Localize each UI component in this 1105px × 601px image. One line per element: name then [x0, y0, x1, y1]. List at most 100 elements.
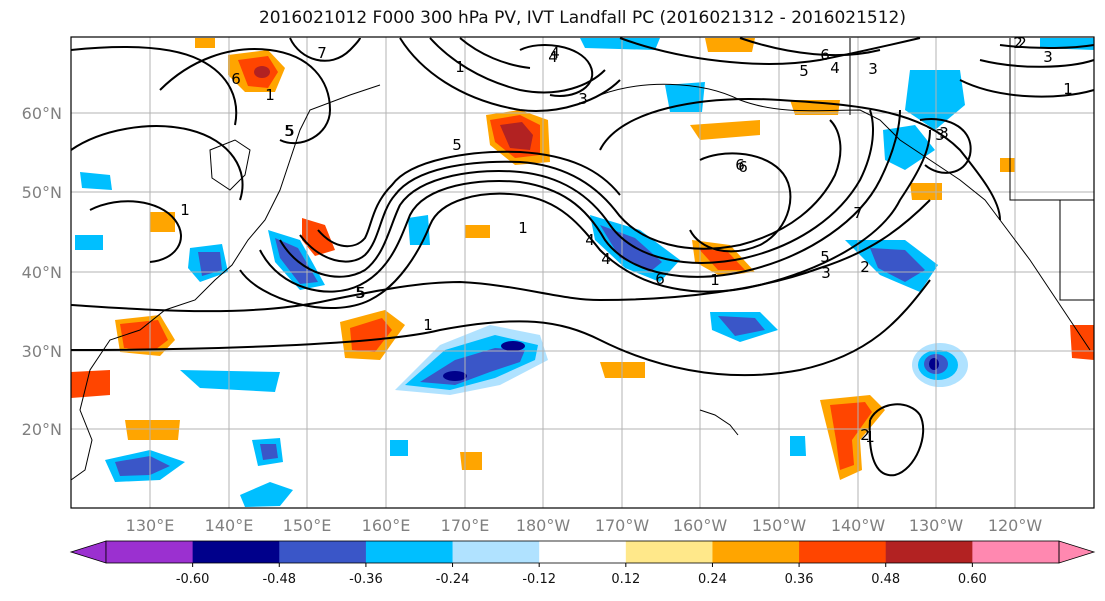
- colorbar-extend-high: [1058, 540, 1096, 564]
- shade-neg: [240, 482, 293, 507]
- shade-neg: [501, 341, 525, 351]
- shade-neg: [580, 38, 660, 50]
- colorbar-tick-label: -0.60: [176, 572, 210, 587]
- colorbar-segment: [365, 541, 454, 563]
- lat-label: 20°N: [22, 420, 62, 439]
- pv-contours: [70, 37, 1095, 477]
- contour-label: 5: [452, 136, 462, 154]
- colorbar-segment: [279, 541, 367, 563]
- shade-pos: [120, 320, 168, 350]
- lon-label: 140°E: [205, 516, 254, 535]
- shade-pos: [1070, 325, 1094, 360]
- colorbar-tick-label: -0.12: [522, 572, 556, 587]
- shade-neg: [443, 371, 467, 381]
- contour-label: 6: [738, 158, 748, 176]
- colorbar-tick-label: 0.36: [785, 572, 814, 587]
- contour-label: 1: [1063, 80, 1073, 98]
- contour-label: 6: [820, 46, 830, 64]
- shade-pos: [71, 370, 110, 398]
- contour-label: 3: [939, 124, 949, 142]
- colorbar-tick-label: 0.48: [871, 572, 900, 587]
- contour-label: 2: [1013, 34, 1023, 52]
- colorbar-segment: [452, 541, 540, 563]
- lon-label: 170°E: [441, 516, 490, 535]
- contour-label: 1: [423, 316, 433, 334]
- shade-pos: [254, 66, 270, 78]
- colorbar-segment: [885, 541, 973, 563]
- shade-pos: [195, 38, 215, 48]
- lon-label: 160°E: [362, 516, 411, 535]
- contour-label: 6: [655, 270, 665, 288]
- contour-label: 4: [601, 250, 611, 268]
- latitude-labels: 60°N 50°N 40°N 30°N 20°N: [22, 104, 62, 439]
- shade-neg: [180, 370, 280, 392]
- contour-label: 5: [355, 284, 365, 302]
- shade-neg: [80, 172, 112, 190]
- contour-label: 3: [1043, 48, 1053, 66]
- lon-label: 150°W: [752, 516, 807, 535]
- colorbar-segment: [625, 541, 713, 563]
- contour-label: 6: [735, 156, 745, 174]
- colorbar-segment: [539, 541, 627, 563]
- contour-label: 2: [860, 426, 870, 444]
- contour-label: 5: [284, 122, 294, 140]
- contour-label: 5: [285, 122, 295, 140]
- contour-label: 7: [317, 44, 327, 62]
- lon-label: 170°W: [595, 516, 650, 535]
- shade-neg: [790, 436, 806, 456]
- contour-label: 1: [180, 201, 190, 219]
- shade-neg: [198, 252, 222, 276]
- colorbar-segment: [712, 541, 800, 563]
- colorbar-tick-label: 0.60: [958, 572, 987, 587]
- lat-label: 40°N: [22, 263, 62, 282]
- shade-neg: [75, 235, 103, 250]
- shade-neg: [260, 444, 278, 460]
- contour-label: 3: [578, 90, 588, 108]
- lon-label: 120°W: [988, 516, 1043, 535]
- colorbar-segment: [799, 541, 887, 563]
- shade-neg: [408, 215, 430, 245]
- colorbar: -0.60 -0.48 -0.36 -0.24 -0.12 0.12 0.24 0.36 0.4…: [69, 540, 1096, 587]
- shade-neg: [905, 70, 965, 130]
- contour-label: 1: [518, 219, 528, 237]
- longitude-labels: 130°E 140°E 150°E 160°E 170°E 180°W 170°W 160°W…: [126, 516, 1043, 535]
- colorbar-tick-label: 0.24: [698, 572, 727, 587]
- shade-pos: [460, 452, 482, 470]
- colorbar-frame: [105, 540, 1060, 564]
- shade-pos: [125, 420, 180, 440]
- shade-neg: [390, 440, 408, 456]
- colorbar-segment: [972, 541, 1060, 563]
- contour-label: 5: [799, 62, 809, 80]
- contour-label: 7: [853, 204, 863, 222]
- colorbar-extend-low: [69, 540, 107, 564]
- colorbar-tick-label: -0.24: [436, 572, 470, 587]
- contour-label: 4: [830, 59, 840, 77]
- lon-label: 160°W: [673, 516, 728, 535]
- contour-label: 4: [550, 44, 560, 62]
- contour-label: 1: [455, 58, 465, 76]
- contour-label: 1: [710, 271, 720, 289]
- shade-neg: [929, 358, 939, 370]
- colorbar-tick-label: 0.12: [611, 572, 640, 587]
- contour-label: 3: [868, 60, 878, 78]
- colorbar-segment: [192, 541, 280, 563]
- contour-label: 3: [821, 264, 831, 282]
- contour-label: 5: [356, 284, 366, 302]
- contour-label: 2: [860, 258, 870, 276]
- shade-neg: [870, 248, 925, 282]
- contour-label: 6: [231, 70, 241, 88]
- contour-label: 4: [548, 48, 558, 66]
- contour-label: 2: [1017, 34, 1027, 52]
- figure-title: 2016021012 F000 300 hPa PV, IVT Landfall…: [258, 8, 906, 28]
- lon-label: 150°E: [283, 516, 332, 535]
- shade-pos: [698, 248, 745, 270]
- lat-label: 50°N: [22, 183, 62, 202]
- lat-label: 30°N: [22, 342, 62, 361]
- coastlines: [70, 38, 1094, 481]
- contour-label: 3: [935, 126, 945, 144]
- shade-pos: [705, 38, 755, 52]
- shade-pos: [150, 212, 175, 232]
- contour-label: 1: [265, 86, 275, 104]
- lat-label: 60°N: [22, 104, 62, 123]
